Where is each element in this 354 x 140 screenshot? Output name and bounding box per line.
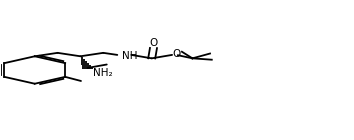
Text: O: O	[149, 38, 158, 48]
Text: NH₂: NH₂	[93, 68, 113, 78]
Text: O: O	[173, 49, 181, 59]
Text: NH: NH	[121, 51, 137, 61]
